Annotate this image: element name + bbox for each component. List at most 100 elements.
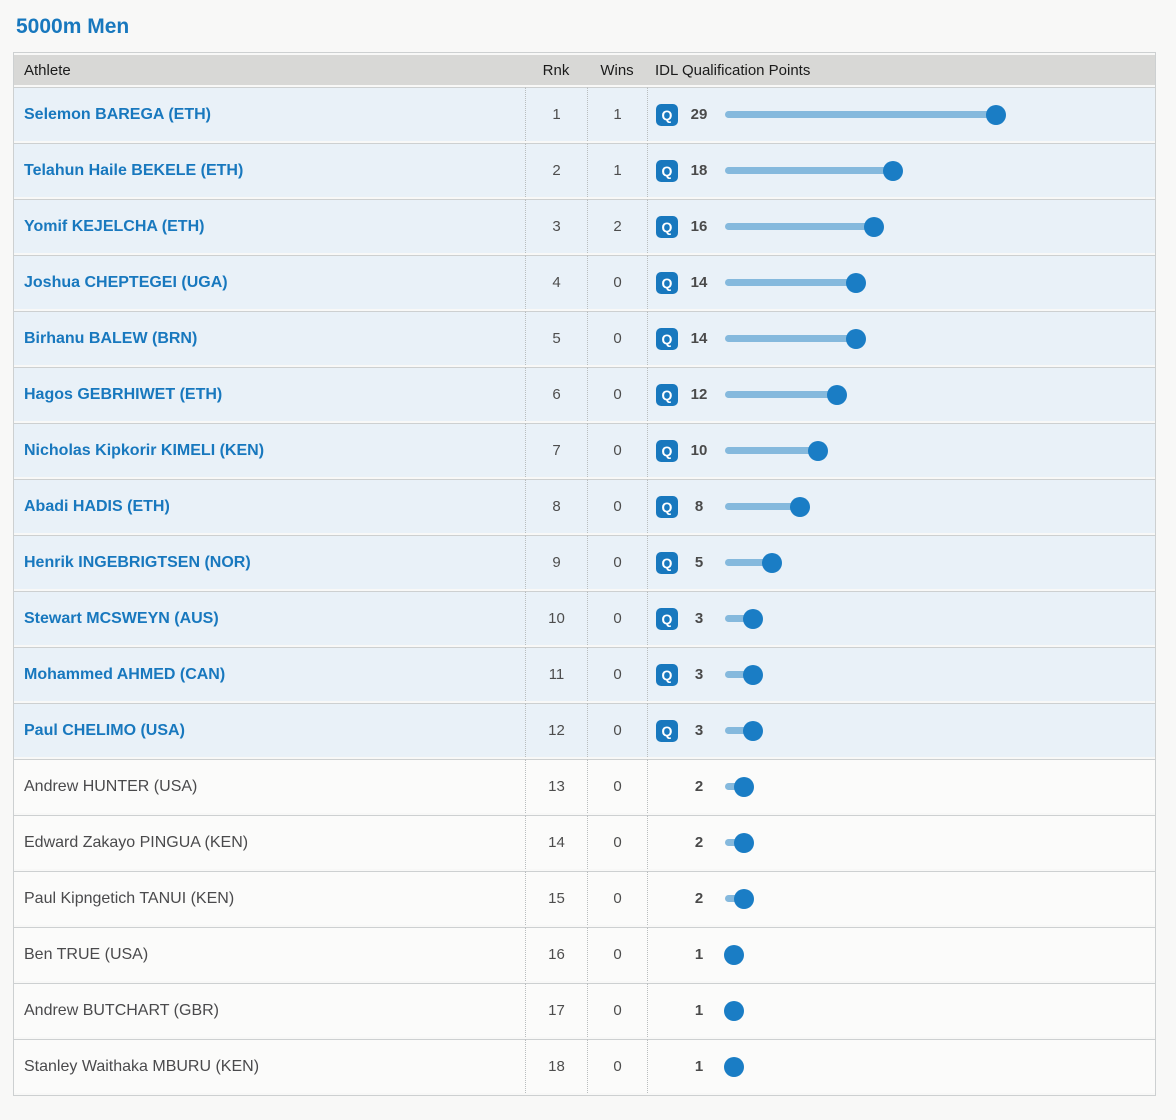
athlete-link: Andrew HUNTER (USA) xyxy=(24,777,198,795)
points-cell: Q 2 xyxy=(647,871,1155,926)
points-value: 29 xyxy=(690,106,708,124)
athlete-link[interactable]: Birhanu BALEW (BRN) xyxy=(24,329,198,347)
qualified-badge: Q xyxy=(656,103,678,126)
athlete-link[interactable]: Henrik INGEBRIGTSEN (NOR) xyxy=(24,553,251,571)
athlete-cell: Nicholas Kipkorir KIMELI (KEN) xyxy=(14,423,525,478)
qualified-badge: Q xyxy=(656,215,678,238)
points-chart-row: Q 12 xyxy=(649,383,1154,406)
athlete-cell: Ben TRUE (USA) xyxy=(14,927,525,982)
points-dot xyxy=(743,720,763,741)
table-row: Abadi HADIS (ETH) 8 0 Q 8 xyxy=(14,479,1155,534)
table-row: Ben TRUE (USA) 16 0 Q 1 xyxy=(14,927,1155,982)
points-dot xyxy=(724,944,744,965)
athlete-link[interactable]: Nicholas Kipkorir KIMELI (KEN) xyxy=(24,441,265,459)
athlete-cell: Selemon BAREGA (ETH) xyxy=(14,87,525,142)
points-cell: Q 14 xyxy=(647,311,1155,366)
points-chart-row: Q 8 xyxy=(649,495,1154,518)
athlete-link[interactable]: Yomif KEJELCHA (ETH) xyxy=(24,217,205,235)
points-lollipop xyxy=(725,776,1154,798)
table-row: Andrew HUNTER (USA) 13 0 Q 2 xyxy=(14,759,1155,814)
table-row: Stewart MCSWEYN (AUS) 10 0 Q 3 xyxy=(14,591,1155,646)
points-dot xyxy=(790,496,810,517)
points-stick xyxy=(725,110,996,118)
points-value: 18 xyxy=(690,162,708,180)
wins-cell: 0 xyxy=(587,647,647,702)
points-lollipop xyxy=(724,1056,1154,1078)
header-row: Athlete Rnk Wins IDL Qualification Point… xyxy=(14,55,1155,86)
points-lollipop xyxy=(725,552,1154,574)
wins-cell: 0 xyxy=(587,535,647,590)
points-dot xyxy=(864,216,884,237)
column-header-athlete: Athlete xyxy=(14,55,525,86)
points-chart-row: Q 5 xyxy=(649,551,1154,574)
points-stick xyxy=(725,446,818,454)
athlete-link[interactable]: Hagos GEBRHIWET (ETH) xyxy=(24,385,223,403)
athlete-cell: Hagos GEBRHIWET (ETH) xyxy=(14,367,525,422)
points-lollipop xyxy=(725,104,1154,126)
wins-cell: 0 xyxy=(587,759,647,814)
points-cell: Q 2 xyxy=(647,759,1155,814)
page-title: 5000m Men xyxy=(16,15,130,38)
points-cell: Q 1 xyxy=(647,1039,1155,1094)
points-dot xyxy=(846,272,866,293)
points-lollipop xyxy=(725,832,1154,854)
points-dot xyxy=(734,776,754,797)
points-dot xyxy=(883,160,903,181)
points-value: 10 xyxy=(690,442,708,460)
points-stick xyxy=(725,726,753,734)
rank-cell: 1 xyxy=(525,87,587,142)
qualified-badge: Q xyxy=(656,495,678,518)
athlete-cell: Joshua CHEPTEGEI (UGA) xyxy=(14,255,525,310)
qualified-badge: Q xyxy=(656,439,678,462)
points-cell: Q 3 xyxy=(647,703,1155,758)
athlete-link[interactable]: Mohammed AHMED (CAN) xyxy=(24,665,226,683)
athlete-link[interactable]: Abadi HADIS (ETH) xyxy=(24,497,170,515)
rank-cell: 4 xyxy=(525,255,587,310)
points-value: 1 xyxy=(694,1058,704,1076)
athlete-link: Andrew BUTCHART (GBR) xyxy=(24,1001,219,1019)
athlete-cell: Birhanu BALEW (BRN) xyxy=(14,311,525,366)
wins-cell: 2 xyxy=(587,199,647,254)
column-header-points: IDL Qualification Points xyxy=(647,55,1155,86)
athlete-link: Paul Kipngetich TANUI (KEN) xyxy=(24,889,235,907)
points-value: 5 xyxy=(694,554,704,572)
qualified-badge: Q xyxy=(656,383,678,406)
qualified-badge: Q xyxy=(656,663,678,686)
wins-cell: 0 xyxy=(587,927,647,982)
points-value: 3 xyxy=(694,610,704,628)
points-chart-row: Q 3 xyxy=(649,663,1154,686)
athlete-link[interactable]: Joshua CHEPTEGEI (UGA) xyxy=(24,273,228,291)
wins-cell: 0 xyxy=(587,983,647,1038)
table-row: Birhanu BALEW (BRN) 5 0 Q 14 xyxy=(14,311,1155,366)
athlete-cell: Yomif KEJELCHA (ETH) xyxy=(14,199,525,254)
points-lollipop xyxy=(725,272,1154,294)
points-value: 8 xyxy=(694,498,704,516)
points-lollipop xyxy=(725,328,1154,350)
points-lollipop xyxy=(725,608,1154,630)
points-cell: Q 3 xyxy=(647,591,1155,646)
points-dot xyxy=(762,552,782,573)
points-cell: Q 10 xyxy=(647,423,1155,478)
athlete-link[interactable]: Paul CHELIMO (USA) xyxy=(24,721,185,739)
standings-body: Selemon BAREGA (ETH) 1 1 Q 29 Telahun Ha… xyxy=(14,87,1155,1094)
rank-cell: 5 xyxy=(525,311,587,366)
points-stick xyxy=(725,166,893,174)
points-chart-row: Q 29 xyxy=(649,103,1154,126)
page: 5000m Men Athlete Rnk Wins IDL Qualifica… xyxy=(13,15,1156,1097)
wins-cell: 0 xyxy=(587,1039,647,1094)
points-chart-row: Q 3 xyxy=(649,719,1154,742)
points-lollipop xyxy=(725,440,1154,462)
athlete-cell: Paul Kipngetich TANUI (KEN) xyxy=(14,871,525,926)
points-dot xyxy=(743,664,763,685)
points-chart-row: Q 18 xyxy=(649,159,1154,182)
wins-cell: 0 xyxy=(587,423,647,478)
athlete-link[interactable]: Telahun Haile BEKELE (ETH) xyxy=(24,161,244,179)
points-dot xyxy=(734,888,754,909)
athlete-link[interactable]: Stewart MCSWEYN (AUS) xyxy=(24,609,219,627)
points-value: 16 xyxy=(690,218,708,236)
qualified-badge: Q xyxy=(656,159,678,182)
points-lollipop xyxy=(725,664,1154,686)
rank-cell: 11 xyxy=(525,647,587,702)
athlete-link[interactable]: Selemon BAREGA (ETH) xyxy=(24,105,211,123)
points-chart-row: Q 2 xyxy=(649,776,1154,798)
